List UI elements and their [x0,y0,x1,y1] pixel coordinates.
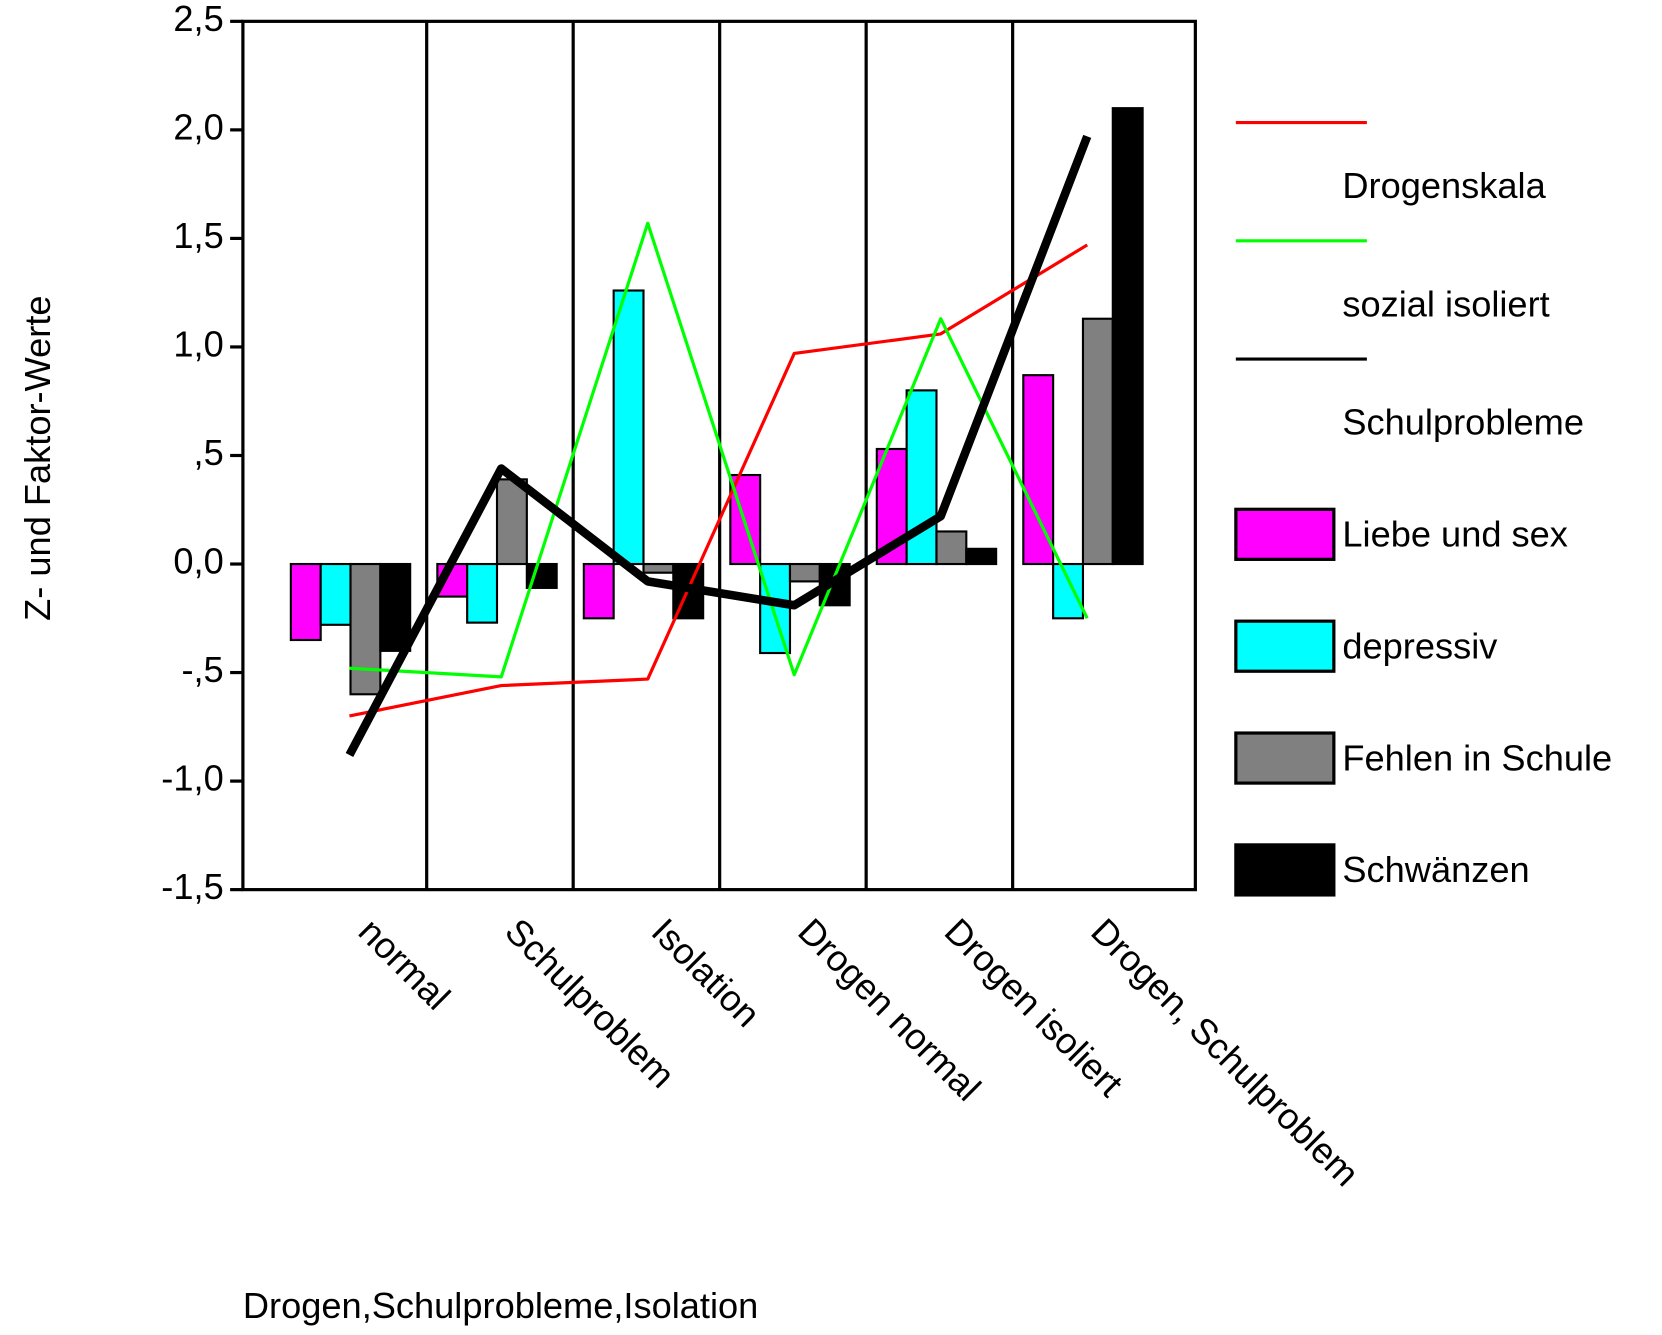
bar [466,562,499,624]
bar [1022,374,1055,566]
legend-swatch [1234,731,1336,785]
bar [319,562,352,626]
y-tick-label: 1,0 [173,324,223,365]
y-tick-label: ,5 [194,432,224,473]
y-tick-label: 2,0 [173,106,223,147]
line-series [349,221,1089,679]
legend-swatch [1234,619,1336,673]
x-tick-label: normal [351,910,458,1017]
legend-label: Drogenskala [1342,165,1546,206]
y-tick-label: -1,5 [161,866,223,907]
y-tick-label: -,5 [181,649,223,690]
y-tick-label: 2,5 [173,0,223,39]
bar [379,562,412,652]
bar [582,562,615,620]
legend-label: depressiv [1342,625,1497,666]
bar [935,530,968,566]
line-series [345,134,1092,758]
bar [1111,107,1144,566]
bar [1081,317,1114,566]
x-tick-label: Isolation [644,910,768,1034]
x-tick-label: Drogen, Schulproblem [1083,910,1367,1194]
legend-label: Schulprobleme [1342,402,1584,443]
y-tick-label: 1,5 [173,215,223,256]
legend-label: Fehlen in Schule [1342,737,1612,778]
bar [642,562,675,574]
legend-swatch [1234,843,1336,897]
legend-swatch [1234,507,1336,561]
x-axis-title: Drogen,Schulprobleme,Isolation [243,1285,758,1326]
bar [759,562,792,655]
legend-label: sozial isoliert [1342,283,1549,324]
bar [1052,562,1085,620]
legend-label: Liebe und sex [1342,514,1568,555]
line-series [349,243,1089,718]
y-tick-label: 0,0 [173,541,223,582]
bar [289,562,322,642]
bar [965,547,998,566]
bar [788,562,821,583]
bar [612,289,645,566]
y-tick-label: -1,0 [161,758,223,799]
bar [495,478,528,566]
y-axis-title: Z- und Faktor-Werte [17,295,58,620]
legend-label: Schwänzen [1342,849,1529,890]
bar [349,562,382,696]
